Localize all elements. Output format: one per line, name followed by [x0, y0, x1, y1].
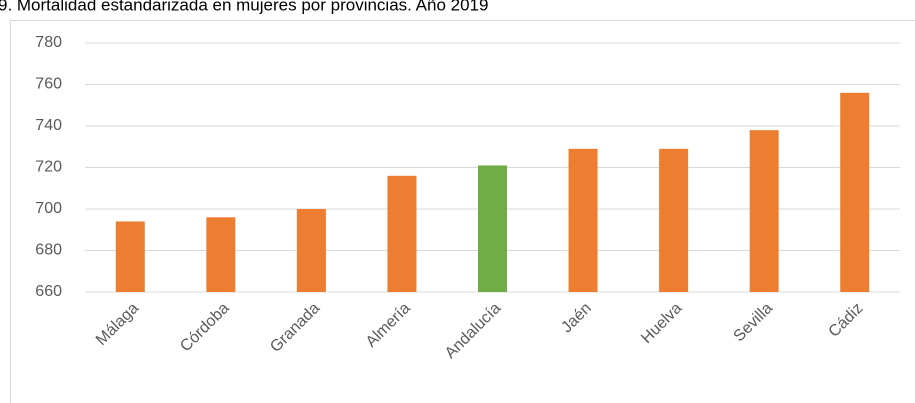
y-tick-label: 760	[35, 76, 62, 93]
chart-title: 9. Mortalidad estandarizada en mujeres p…	[0, 0, 488, 14]
y-tick-label: 720	[35, 159, 62, 176]
chart-frame	[10, 20, 915, 403]
x-tick-label: Granada	[267, 300, 323, 356]
bar	[296, 209, 326, 292]
x-tick-label: Sevilla	[731, 300, 776, 345]
bar	[659, 148, 689, 292]
bar	[206, 217, 236, 292]
y-tick-label: 780	[35, 34, 62, 51]
bar	[749, 130, 779, 292]
x-tick-label: Málaga	[93, 300, 142, 349]
x-tick-label: Cádiz	[826, 300, 867, 341]
y-tick-label: 740	[35, 117, 62, 134]
x-tick-label: Huelva	[638, 300, 685, 347]
bar	[478, 165, 507, 292]
x-tick-label: Andalucía	[442, 300, 504, 362]
y-tick-label: 700	[35, 200, 62, 217]
x-tick-label: Almería	[363, 300, 414, 351]
y-tick-label: 680	[35, 242, 62, 259]
bar	[568, 148, 598, 292]
y-tick-label: 660	[35, 283, 62, 300]
bar	[387, 175, 417, 292]
bar	[115, 221, 145, 292]
x-tick-label: Córdoba	[177, 300, 233, 356]
bar	[840, 92, 870, 292]
x-tick-label: Jaén	[558, 300, 595, 337]
